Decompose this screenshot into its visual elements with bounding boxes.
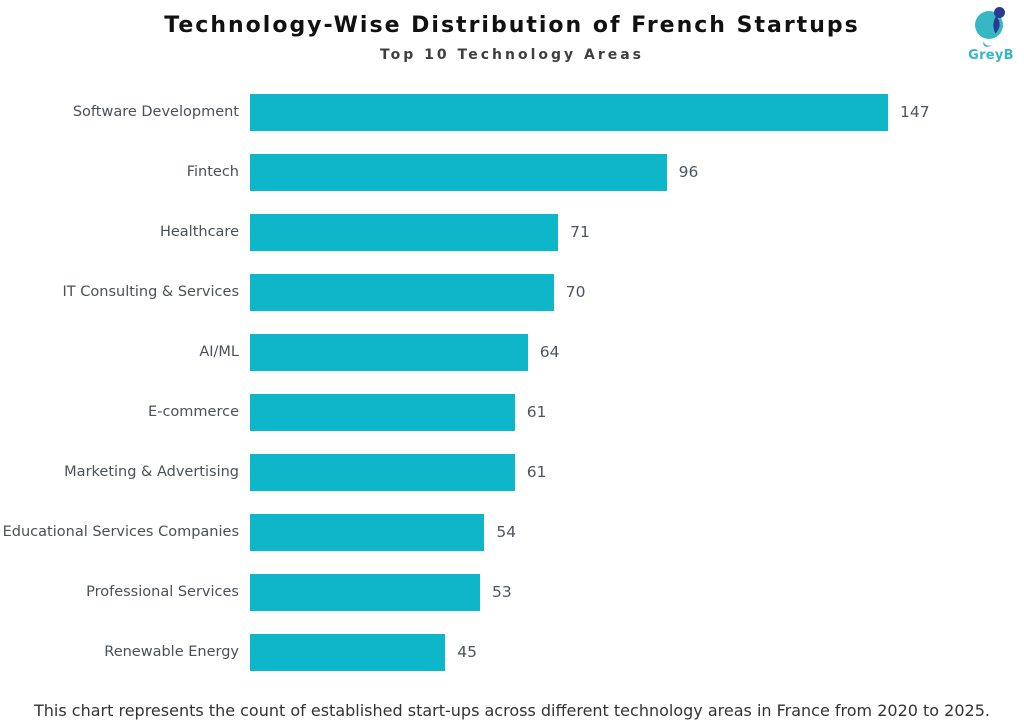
bar	[250, 153, 667, 191]
value-label: 54	[496, 523, 517, 541]
bar	[250, 573, 481, 611]
bar-track: 61	[250, 393, 1024, 431]
category-label: Renewable Energy	[104, 644, 239, 660]
bar-track: 147	[250, 93, 1024, 131]
value-label: 53	[492, 583, 512, 601]
category-label: IT Consulting & Services	[62, 284, 239, 300]
chart-subtitle: Top 10 Technology Areas	[379, 47, 645, 63]
bar	[250, 633, 446, 671]
chart-caption: This chart represents the count of estab…	[34, 701, 990, 720]
chart-row: AI/ML 64	[0, 322, 1024, 382]
value-label: 64	[539, 343, 560, 361]
bar-track: 71	[250, 213, 1024, 251]
bar-track: 45	[250, 633, 1024, 671]
greyb-logo: GreyB	[964, 5, 1018, 63]
value-label: 61	[526, 463, 547, 481]
chart-header: Technology-Wise Distribution of French S…	[0, 0, 1024, 63]
greyb-logo-text: GreyB	[968, 48, 1014, 63]
chart-row: IT Consulting & Services 70	[0, 262, 1024, 322]
chart-row: Software Development 147	[0, 82, 1024, 142]
bar	[250, 273, 554, 311]
category-label: Professional Services	[86, 584, 239, 600]
chart-row: Healthcare 71	[0, 202, 1024, 262]
value-label: 147	[900, 103, 930, 121]
bar	[250, 453, 515, 491]
bar	[250, 333, 528, 371]
chart-row: Educational Services Companies 54	[0, 502, 1024, 562]
chart-row: Marketing & Advertising 61	[0, 442, 1024, 502]
bar-track: 54	[250, 513, 1024, 551]
bar	[250, 393, 515, 431]
value-label: 61	[526, 403, 547, 421]
bar	[250, 513, 485, 551]
chart-row: E-commerce 61	[0, 382, 1024, 442]
category-label: Marketing & Advertising	[64, 464, 239, 480]
bar-track: 61	[250, 453, 1024, 491]
chart-row: Professional Services 53	[0, 562, 1024, 622]
chart-row: Fintech 96	[0, 142, 1024, 202]
bar	[250, 93, 888, 131]
chart-title: Technology-Wise Distribution of French S…	[164, 13, 860, 38]
category-label: AI/ML	[199, 344, 239, 360]
value-label: 45	[457, 643, 478, 661]
greyb-logo-icon	[975, 7, 1005, 47]
bar-track: 96	[250, 153, 1024, 191]
category-label: E-commerce	[148, 404, 239, 420]
bar	[250, 213, 559, 251]
value-label: 70	[565, 283, 586, 301]
category-label: Software Development	[72, 104, 239, 120]
bar-track: 64	[250, 333, 1024, 371]
category-label: Healthcare	[159, 224, 239, 240]
chart-row: Renewable Energy 45	[0, 622, 1024, 682]
bar-track: 70	[250, 273, 1024, 311]
value-label: 96	[678, 163, 699, 181]
value-label: 71	[570, 223, 590, 241]
category-label: Fintech	[186, 164, 239, 180]
category-label: Educational Services Companies	[2, 524, 239, 540]
bar-track: 53	[250, 573, 1024, 611]
bar-chart: Software Development 147 Fintech 96 Healthca…	[0, 82, 1024, 682]
